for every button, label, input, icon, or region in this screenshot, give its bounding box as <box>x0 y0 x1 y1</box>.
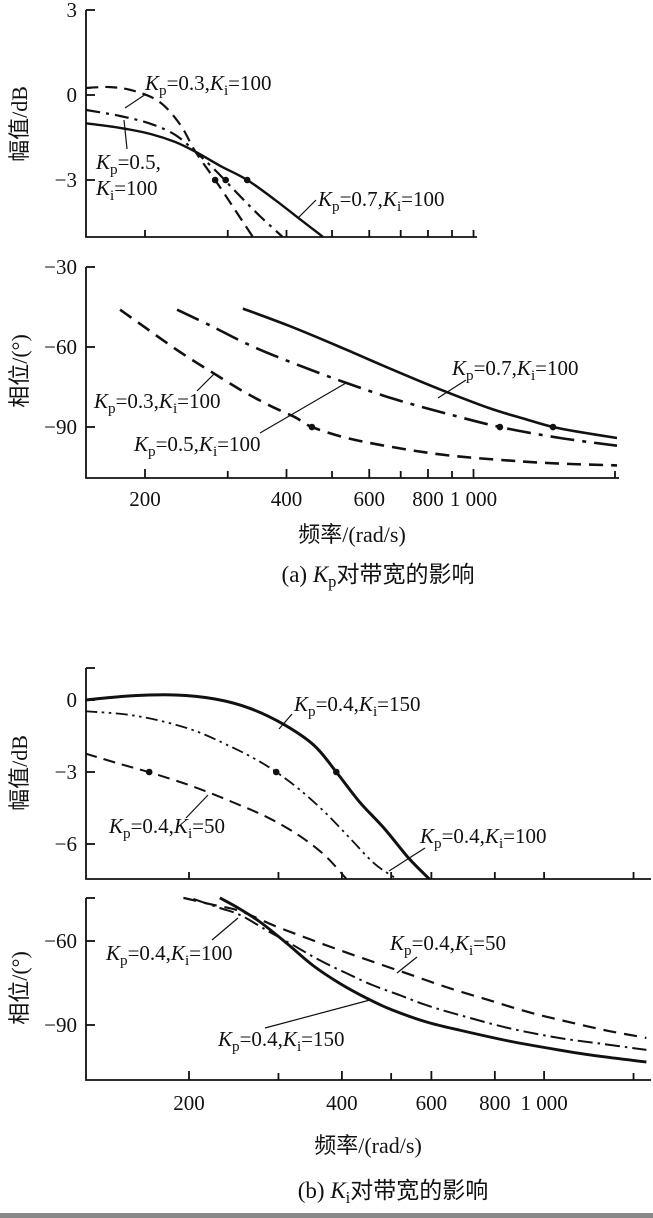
y-tick-label: −30 <box>44 255 77 279</box>
x-tick-label: 600 <box>353 487 385 511</box>
curve-b_mag-0 <box>85 752 348 880</box>
panel-b_phase: −60 −90 200 400 600 800 1 000 Kp=0.4,Ki=100 Kp=0… <box>7 896 651 1115</box>
bandwidth-marker <box>222 176 230 184</box>
y-tick-label: −3 <box>55 168 77 192</box>
axis-a_mag <box>85 10 477 238</box>
curve-label: Kp=0.4,Ki=150 <box>217 1027 344 1055</box>
y-tick-label: 0 <box>67 688 78 712</box>
x-axis-label-b: 频率/(rad/s) <box>314 1133 422 1158</box>
panel-a_phase: −30 −60 −90 200 400 600 800 1 000 Kp=0.3,Ki=100 K… <box>7 255 619 511</box>
y-tick-label: −60 <box>44 335 77 359</box>
y-tick-label: 3 <box>67 0 78 22</box>
curve-a_phase-2 <box>242 307 618 440</box>
y-axis-label-a_mag: 幅值/dB <box>7 86 32 162</box>
y-tick-label: −3 <box>55 760 77 784</box>
caption-b: (b) Ki对带宽的影响 <box>298 1178 489 1207</box>
curve-label: Ki=100 <box>95 176 158 204</box>
bandwidth-marker <box>333 768 340 776</box>
curve-a_phase-0 <box>119 308 618 467</box>
panel-b_mag: 0 −3 −6 Kp=0.4,Ki=150 Kp=0.4,Ki=50 Kp=0.4,Ki=… <box>7 667 651 880</box>
leader-line <box>278 713 293 730</box>
y-axis-label-b_mag: 幅值/dB <box>7 735 32 811</box>
curve-b_phase-1 <box>193 898 647 1051</box>
curve-b_phase-2 <box>219 896 647 1064</box>
leader-line <box>396 956 418 974</box>
axis-b_phase <box>85 898 651 1081</box>
curve-label: Kp=0.4,Ki=50 <box>389 931 506 959</box>
curve-label: Kp=0.5, <box>95 150 161 178</box>
leader-line <box>259 382 347 434</box>
caption-a: (a) Kp对带宽的影响 <box>282 562 475 591</box>
x-tick-label: 400 <box>271 487 303 511</box>
leader-line <box>437 379 467 399</box>
leader-line <box>123 119 128 150</box>
bandwidth-marker <box>145 768 153 776</box>
y-tick-label: −90 <box>44 415 77 439</box>
y-tick-label: −60 <box>44 929 77 953</box>
leader-line <box>124 93 147 109</box>
curve-label: Kp=0.7,Ki=100 <box>451 356 578 384</box>
curve-a_mag-0 <box>86 85 254 238</box>
leader-line <box>196 372 216 392</box>
bandwidth-marker <box>211 176 219 184</box>
curve-a_mag-2 <box>86 122 324 238</box>
x-tick-label: 400 <box>326 1091 358 1115</box>
x-tick-label: 800 <box>412 487 444 511</box>
x-tick-label: 200 <box>129 487 161 511</box>
curve-label: Kp=0.4,Ki=50 <box>108 814 225 842</box>
leader-line <box>185 794 209 819</box>
y-tick-label: −90 <box>44 1013 77 1037</box>
curve-label: Kp=0.4,Ki=100 <box>419 824 546 852</box>
bandwidth-marker <box>272 768 280 776</box>
x-tick-label: 600 <box>416 1091 448 1115</box>
x-tick-label: 1 000 <box>450 487 497 511</box>
y-tick-label: −6 <box>55 832 77 856</box>
curve-b_mag-2 <box>85 693 431 880</box>
curve-b_phase-0 <box>183 896 647 1039</box>
bandwidth-marker <box>496 423 504 431</box>
panel-a_mag: 3 0 −3 Kp=0.3,Ki=100 Kp=0.5,Ki=100 Kp=0.7,Ki=… <box>7 0 477 238</box>
curve-label: Kp=0.5,Ki=100 <box>133 432 260 460</box>
x-tick-label: 800 <box>479 1091 511 1115</box>
x-axis-label-a: 频率/(rad/s) <box>298 522 406 547</box>
x-tick-label: 200 <box>173 1091 205 1115</box>
curve-a_phase-1 <box>176 308 618 447</box>
axis-b_mag <box>85 668 651 880</box>
curve-label: Kp=0.7,Ki=100 <box>317 187 444 215</box>
x-tick-label: 1 000 <box>520 1091 567 1115</box>
y-axis-label-b_phase: 相位/(°) <box>7 951 32 1025</box>
bandwidth-marker <box>549 423 557 431</box>
bandwidth-marker <box>308 423 316 431</box>
curve-label: Kp=0.4,Ki=150 <box>293 692 420 720</box>
leader-line <box>211 917 239 941</box>
curve-label: Kp=0.3,Ki=100 <box>93 389 220 417</box>
y-axis-label-a_phase: 相位/(°) <box>7 334 32 408</box>
curve-label: Kp=0.4,Ki=100 <box>105 941 232 969</box>
leader-line <box>297 199 317 219</box>
leader-line <box>388 847 426 872</box>
bandwidth-marker <box>243 176 251 184</box>
leader-line <box>264 999 371 1029</box>
curve-b_mag-1 <box>85 710 397 880</box>
axis-a_phase <box>85 267 619 479</box>
y-tick-label: 0 <box>67 83 78 107</box>
curve-label: Kp=0.3,Ki=100 <box>144 71 271 99</box>
